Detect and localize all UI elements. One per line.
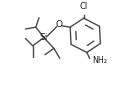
Text: O: O — [56, 20, 63, 29]
Text: NH₂: NH₂ — [92, 56, 107, 65]
Text: Cl: Cl — [80, 2, 88, 11]
Text: Si: Si — [40, 33, 48, 42]
